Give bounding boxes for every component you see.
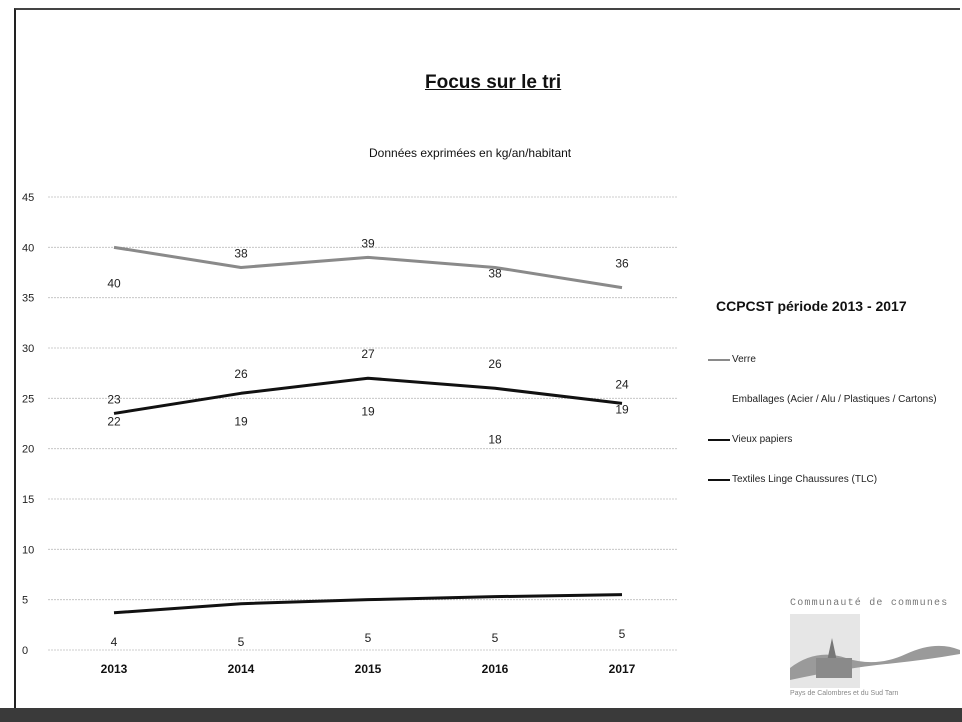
data-label: 38 xyxy=(488,267,502,281)
data-label: 26 xyxy=(234,367,248,381)
x-axis-ticks: 2013 2014 2015 2016 2017 xyxy=(101,662,636,676)
legend-swatch xyxy=(708,358,730,361)
x-tick-label: 2015 xyxy=(355,662,382,676)
legend-swatch xyxy=(708,478,730,481)
data-label: 19 xyxy=(234,415,248,429)
y-axis-ticks: 0 5 10 15 20 25 30 35 40 45 xyxy=(22,192,34,657)
legend-label: Emballages (Acier / Alu / Plastiques / C… xyxy=(732,394,937,405)
y-tick-label: 0 xyxy=(22,645,28,657)
series-line xyxy=(113,376,623,415)
logo-top-text: Communauté de communes xyxy=(790,598,949,609)
y-tick-label: 10 xyxy=(22,544,34,556)
data-labels: 40 38 39 38 36 22 19 19 18 19 23 26 27 26 24 4 5 5 5 5 xyxy=(107,236,629,649)
legend-swatch xyxy=(708,399,730,401)
data-label: 5 xyxy=(619,627,626,641)
y-tick-label: 30 xyxy=(22,343,34,355)
data-label: 36 xyxy=(615,256,629,270)
data-label: 40 xyxy=(107,277,121,291)
y-tick-label: 40 xyxy=(22,242,34,254)
legend-label: Textiles Linge Chaussures (TLC) xyxy=(732,474,878,485)
legend-swatch xyxy=(708,438,730,441)
data-label: 38 xyxy=(234,246,248,260)
legend-item: Emballages (Acier / Alu / Plastiques / C… xyxy=(708,394,937,405)
series-line xyxy=(113,593,623,615)
x-tick-label: 2017 xyxy=(609,662,636,676)
legend-title: CCPCST période 2013 - 2017 xyxy=(716,298,907,314)
legend-item: Vieux papiers xyxy=(708,434,792,445)
y-tick-label: 5 xyxy=(22,595,28,607)
data-label: 18 xyxy=(488,433,502,447)
grid-lines xyxy=(48,196,678,651)
data-label: 26 xyxy=(488,357,502,371)
page-title: Focus sur le tri xyxy=(425,72,562,93)
chart-subtitle: Données exprimées en kg/an/habitant xyxy=(369,146,572,160)
legend-item: Verre xyxy=(708,354,756,365)
data-label: 5 xyxy=(365,631,372,645)
data-label: 23 xyxy=(107,392,121,406)
x-tick-label: 2013 xyxy=(101,662,128,676)
data-label: 4 xyxy=(111,635,118,649)
series-line xyxy=(113,245,623,290)
y-tick-label: 20 xyxy=(22,444,34,456)
bottom-border xyxy=(0,708,962,722)
legend-label: Vieux papiers xyxy=(732,434,793,445)
legend-item: Textiles Linge Chaussures (TLC) xyxy=(708,474,877,485)
data-label: 24 xyxy=(615,377,629,391)
data-label: 5 xyxy=(238,635,245,649)
data-label: 19 xyxy=(361,404,375,418)
y-tick-label: 15 xyxy=(22,494,34,506)
y-tick-label: 25 xyxy=(22,393,34,405)
x-tick-label: 2016 xyxy=(482,662,509,676)
data-label: 22 xyxy=(107,415,121,429)
data-label: 19 xyxy=(615,402,629,416)
data-label: 5 xyxy=(492,631,499,645)
y-tick-label: 35 xyxy=(22,293,34,305)
logo-landscape-icon xyxy=(790,614,960,688)
x-tick-label: 2014 xyxy=(228,662,255,676)
series-lines xyxy=(113,245,623,615)
y-tick-label: 45 xyxy=(22,192,34,204)
community-logo: Communauté de communes Pays de Calombres… xyxy=(786,598,960,706)
data-label: 27 xyxy=(361,347,375,361)
logo-bottom-text: Pays de Calombres et du Sud Tarn xyxy=(790,690,899,697)
slide-frame xyxy=(14,8,960,708)
legend-label: Verre xyxy=(732,354,756,365)
data-label: 39 xyxy=(361,236,375,250)
